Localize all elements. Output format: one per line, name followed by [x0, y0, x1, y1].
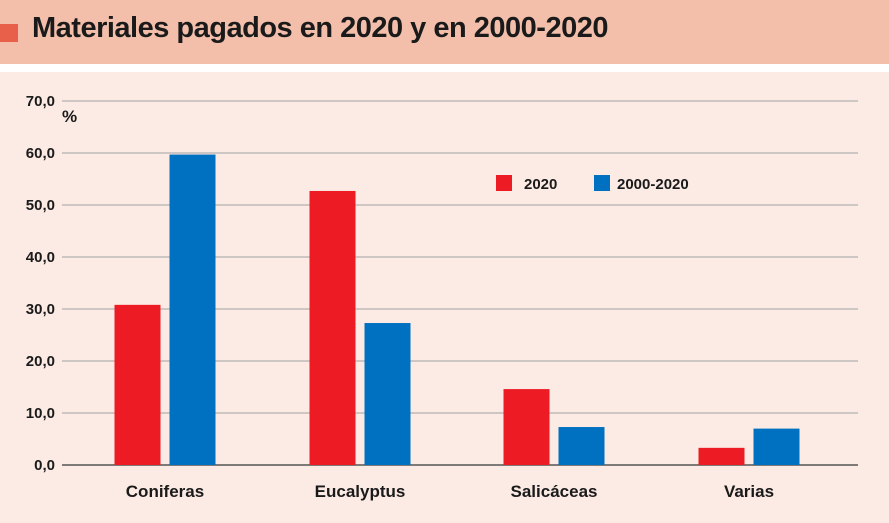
- legend-label-2000-2020: 2000-2020: [617, 176, 689, 193]
- y-tick-label: 70,0: [26, 93, 55, 110]
- y-axis-tick-labels: 0,0 10,0 20,0 30,0 40,0 50,0 60,0 70,0: [26, 93, 55, 474]
- y-tick-label: 30,0: [26, 301, 55, 318]
- bar-2020-salicáceas: [503, 389, 550, 465]
- bar-2000-2020-eucalyptus: [364, 323, 411, 465]
- x-category-label: Eucalyptus: [315, 482, 406, 501]
- bar-2000-2020-varias: [753, 428, 800, 465]
- y-tick-label: 20,0: [26, 353, 55, 370]
- x-category-label: Coniferas: [126, 482, 204, 501]
- chart-header: Materiales pagados en 2020 y en 2000-202…: [0, 0, 889, 64]
- x-category-label: Salicáceas: [511, 482, 598, 501]
- chart-title: Materiales pagados en 2020 y en 2000-202…: [32, 12, 608, 44]
- legend: 2020 2000-2020: [496, 175, 689, 193]
- y-tick-label: 0,0: [34, 457, 55, 474]
- legend-swatch-2020: [496, 175, 512, 191]
- y-tick-label: 60,0: [26, 145, 55, 162]
- bar-2000-2020-coniferas: [169, 154, 216, 465]
- x-axis-category-labels: Coniferas Eucalyptus Salicáceas Varias: [126, 482, 774, 501]
- y-tick-label: 50,0: [26, 197, 55, 214]
- y-tick-label: 10,0: [26, 405, 55, 422]
- legend-swatch-2000-2020: [594, 175, 610, 191]
- x-category-label: Varias: [724, 482, 774, 501]
- bar-2000-2020-salicáceas: [558, 427, 605, 465]
- y-tick-label: 40,0: [26, 249, 55, 266]
- y-axis-unit-label: %: [62, 107, 77, 126]
- bar-2020-varias: [698, 447, 745, 465]
- bars: [114, 154, 800, 465]
- bar-2020-coniferas: [114, 304, 161, 465]
- bar-2020-eucalyptus: [309, 190, 356, 465]
- legend-label-2020: 2020: [524, 176, 557, 193]
- title-marker-square: [0, 24, 18, 42]
